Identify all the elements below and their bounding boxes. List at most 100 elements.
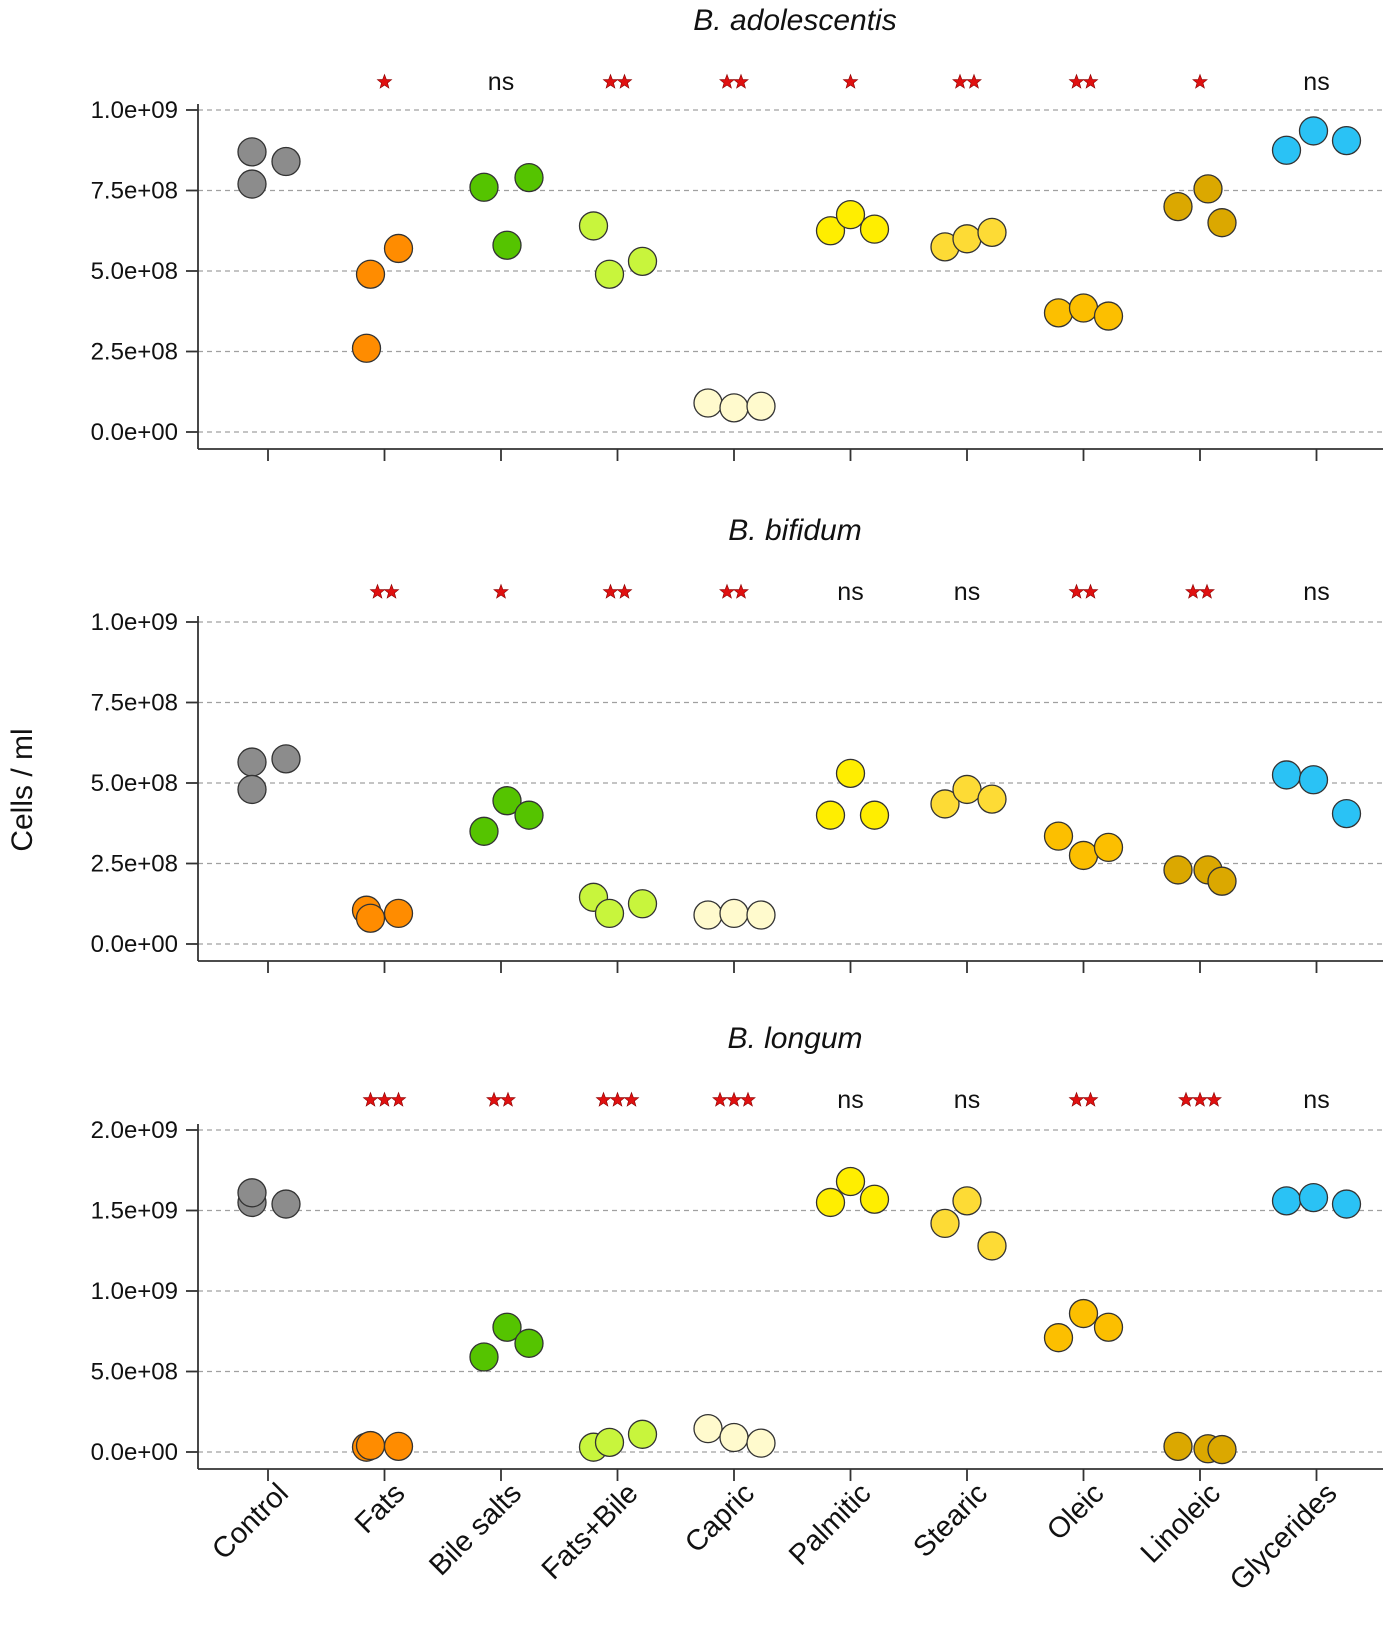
panel-3: B. longum 0.0e+00 5.0e+08 1.0e+09 1.5e+09 2.0…	[91, 1022, 1383, 1481]
y-tick-label: 5.0e+08	[91, 258, 178, 285]
data-point: Fats: 570000000	[383, 233, 414, 264]
significance-stars: *	[1192, 73, 1208, 89]
data-point: Glycerides: 525000000	[1271, 760, 1302, 790]
y-tick-label: 0.0e+00	[91, 931, 178, 958]
y-tick-label: 1.0e+09	[91, 609, 178, 636]
panel-title: B. bifidum	[728, 514, 861, 547]
data-point: Glycerides: 935000000	[1298, 116, 1329, 146]
data-point: Fats+Bile: 110000000	[627, 1419, 658, 1449]
x-tick-label: Palmitic	[783, 1477, 877, 1571]
y-tick-label: 5.0e+08	[91, 770, 178, 797]
data-point: Fats+Bile: 95000000	[594, 898, 625, 929]
significance-label: ns	[1303, 1086, 1329, 1114]
data-point: Control: 870000000	[237, 137, 267, 167]
data-point: Bile salts: 760000000	[469, 172, 499, 202]
data-point: Glycerides: 1560000000	[1271, 1186, 1302, 1216]
data-point: Fats: 490000000	[355, 259, 386, 289]
significance-stars: **	[952, 73, 982, 89]
data-point: Control: 840000000	[271, 146, 301, 177]
data-point: Glycerides: 875000000	[1271, 135, 1302, 165]
significance-label: ns	[954, 1086, 980, 1114]
data-point: Capric: 55000000	[746, 1428, 776, 1458]
x-tick-label: Oleic	[1041, 1477, 1110, 1546]
significance-stars: *	[493, 583, 509, 599]
data-point: Capric: 90000000	[693, 388, 723, 418]
data-point: Oleic: 360000000	[1093, 301, 1124, 331]
y-tick-label: 0.0e+00	[91, 1439, 178, 1466]
data-point: Glycerides: 905000000	[1331, 125, 1362, 156]
data-point: Oleic: 300000000	[1093, 832, 1124, 863]
data-point: Capric: 145000000	[693, 1414, 723, 1444]
data-point: Bile salts: 400000000	[514, 800, 544, 830]
data-point: Fats+Bile: 490000000	[594, 259, 625, 289]
data-point: Capric: 90000000	[746, 900, 776, 930]
significance-stars: **	[1068, 73, 1099, 89]
panels: B. adolescentis 0.0e+00 2.5e+08 5.0e+08 7.5e…	[91, 4, 1383, 1481]
data-point: Bile salts: 445000000	[492, 786, 522, 816]
data-point: Stearic: 435000000	[930, 789, 960, 819]
data-point: Capric: 90000000	[693, 900, 723, 930]
x-axis-labels: Control Fats Bile salts Fats+Bile Capric Palm…	[206, 1477, 1343, 1597]
data-point: Glycerides: 405000000	[1331, 798, 1362, 829]
data-point: Oleic: 370000000	[1043, 298, 1074, 328]
data-point: Palmitic: 625000000	[815, 216, 846, 246]
x-tick-label: Fats+Bile	[536, 1477, 645, 1586]
data-point: Linoleic: 35000000	[1163, 1431, 1193, 1462]
data-point: Fats+Bile: 530000000	[627, 246, 658, 276]
x-tick-label: Fats	[349, 1477, 412, 1540]
data-point: Capric: 90000000	[719, 1422, 749, 1453]
data-point: Fats: 95000000	[383, 898, 414, 929]
data-point: Linoleic: 650000000	[1207, 208, 1237, 238]
data-point: Control: 565000000	[237, 747, 267, 777]
data-point: Control: 575000000	[271, 744, 301, 774]
y-tick-label: 7.5e+08	[91, 178, 178, 205]
data-point: Bile salts: 775000000	[492, 1312, 522, 1342]
data-point: Glycerides: 1540000000	[1331, 1189, 1362, 1219]
data-point: Stearic: 600000000	[952, 224, 982, 254]
y-tick-label: 2.5e+08	[91, 851, 178, 878]
y-tick-label: 1.5e+09	[91, 1198, 178, 1225]
y-tick-label: 1.0e+09	[91, 1278, 178, 1305]
significance-stars: **	[1185, 583, 1215, 599]
data-point: Capric: 80000000	[746, 391, 776, 421]
data-point: Fats+Bile: 125000000	[627, 889, 658, 919]
y-tick-label: 2.0e+09	[91, 1117, 178, 1144]
data-point: Bile salts: 580000000	[492, 230, 522, 260]
significance-label: ns	[954, 578, 980, 606]
data-point: Linoleic: 230000000	[1163, 855, 1193, 885]
data-point: Fats: 260000000	[351, 333, 382, 363]
data-point: Stearic: 450000000	[977, 784, 1007, 814]
data-point: Fats+Bile: 60000000	[594, 1427, 625, 1457]
data-point: Bile salts: 590000000	[469, 1342, 499, 1372]
data-point: Bile salts: 350000000	[469, 816, 499, 846]
data-point: Linoleic: 195000000	[1207, 866, 1237, 896]
x-tick-label: Control	[206, 1477, 295, 1566]
data-point: Fats+Bile: 640000000	[578, 211, 609, 241]
panel-1: B. adolescentis 0.0e+00 2.5e+08 5.0e+08 7.5e…	[91, 4, 1383, 461]
data-point: Palmitic: 675000000	[835, 199, 866, 230]
x-tick-label: Bile salts	[423, 1477, 528, 1582]
significance-stars: **	[369, 583, 400, 599]
data-point: Stearic: 1560000000	[952, 1186, 982, 1216]
x-tick-label: Capric	[679, 1477, 761, 1559]
significance-stars: ***	[595, 1091, 640, 1107]
data-point: Glycerides: 1580000000	[1298, 1182, 1329, 1213]
data-point: Control: 770000000	[237, 169, 267, 199]
y-tick-label: 5.0e+08	[91, 1359, 178, 1386]
data-point: Linoleic: 15000000	[1207, 1434, 1237, 1465]
data-point: Stearic: 480000000	[952, 774, 982, 805]
data-point: Oleic: 335000000	[1043, 821, 1074, 851]
x-tick-label: Stearic	[907, 1477, 993, 1563]
panel-title: B. longum	[727, 1022, 862, 1055]
data-point: Bile salts: 790000000	[514, 162, 544, 193]
data-point: Stearic: 620000000	[977, 217, 1007, 248]
significance-stars: **	[602, 73, 633, 89]
significance-stars: *	[376, 73, 393, 89]
data-point: Control: 1610000000	[237, 1178, 267, 1208]
significance-stars: **	[602, 583, 633, 599]
panel-title: B. adolescentis	[693, 4, 896, 37]
data-point: Control: 1540000000	[271, 1189, 301, 1219]
significance-label: ns	[1303, 68, 1329, 96]
data-point: Control: 480000000	[237, 774, 267, 805]
